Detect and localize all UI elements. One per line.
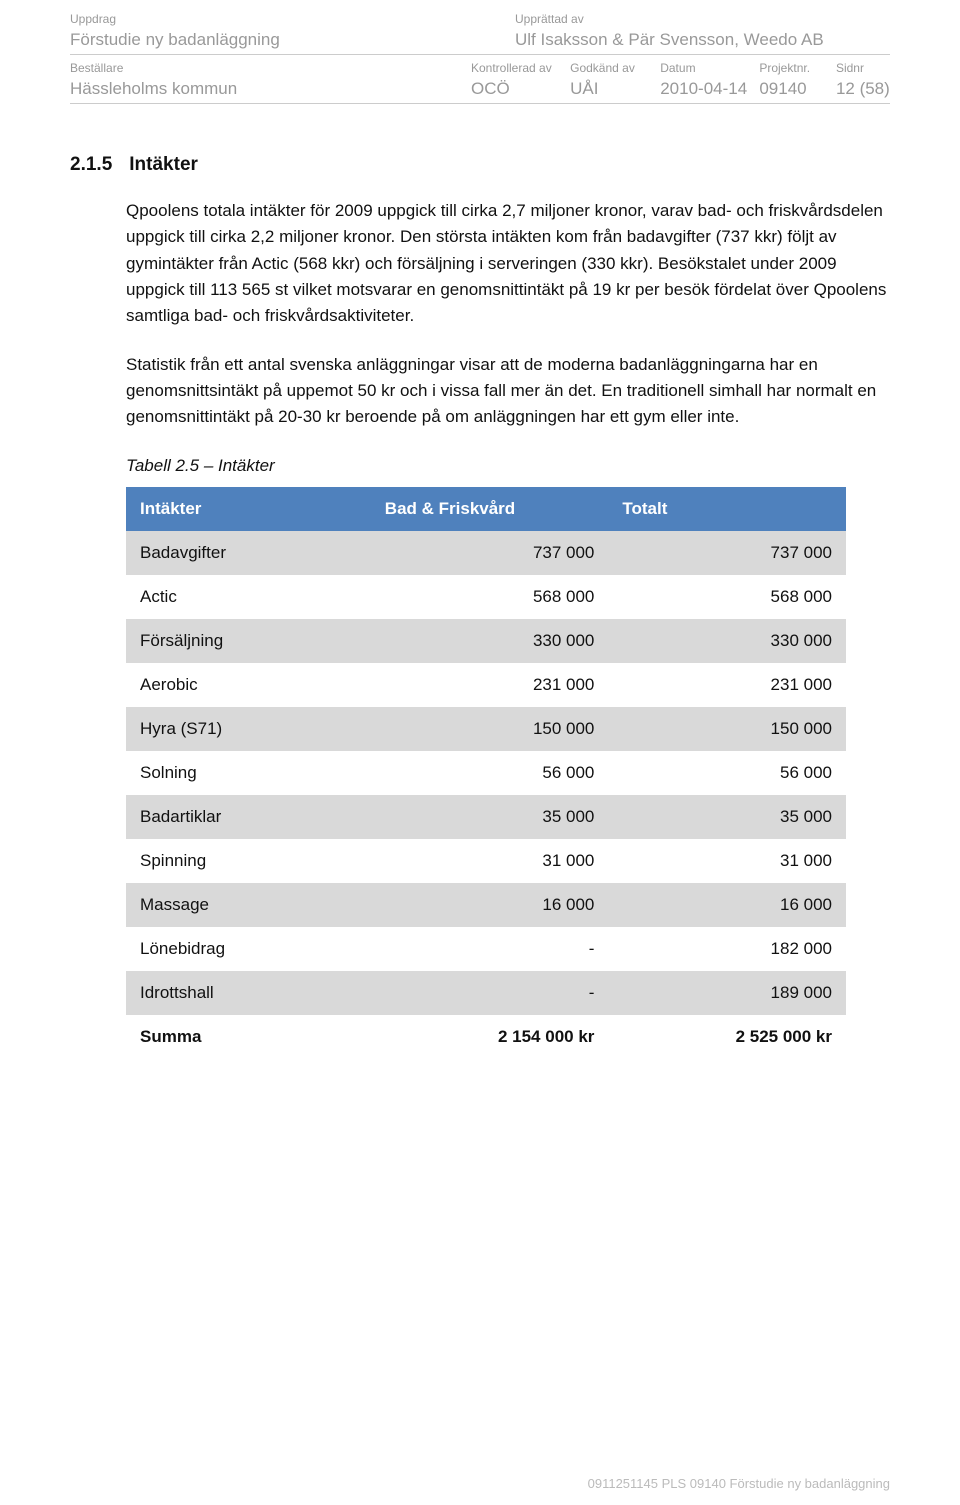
row-label: Badartiklar [126, 795, 371, 839]
row-label: Idrottshall [126, 971, 371, 1015]
row-bad: 231 000 [371, 663, 609, 707]
row-bad: - [371, 971, 609, 1015]
row-total: 189 000 [608, 971, 846, 1015]
table-header-row: Intäkter Bad & Friskvård Totalt [126, 487, 846, 531]
row-total: 35 000 [608, 795, 846, 839]
row-bad: 150 000 [371, 707, 609, 751]
row-total: 330 000 [608, 619, 846, 663]
row-total: 31 000 [608, 839, 846, 883]
table-row: Solning56 00056 000 [126, 751, 846, 795]
datum-label: Datum [660, 61, 759, 75]
godkand-label: Godkänd av [570, 61, 660, 75]
row-label: Lönebidrag [126, 927, 371, 971]
col-header-totalt: Totalt [608, 487, 846, 531]
uppdrag-value: Förstudie ny badanläggning [70, 30, 515, 50]
table-row: Actic568 000568 000 [126, 575, 846, 619]
paragraph-1: Qpoolens totala intäkter för 2009 uppgic… [126, 198, 890, 330]
col-header-intakter: Intäkter [126, 487, 371, 531]
row-total: 16 000 [608, 883, 846, 927]
row-label: Actic [126, 575, 371, 619]
row-total: 182 000 [608, 927, 846, 971]
upprattad-value: Ulf Isaksson & Pär Svensson, Weedo AB [515, 30, 890, 50]
table-row: Lönebidrag-182 000 [126, 927, 846, 971]
sidnr-value: 12 (58) [836, 79, 890, 99]
table-caption: Tabell 2.5 – Intäkter [126, 453, 890, 479]
row-label: Spinning [126, 839, 371, 883]
col-header-bad: Bad & Friskvård [371, 487, 609, 531]
kontrollerad-value: OCÖ [471, 79, 570, 99]
sidnr-label: Sidnr [836, 61, 890, 75]
table-row: Hyra (S71)150 000150 000 [126, 707, 846, 751]
table-row: Försäljning330 000330 000 [126, 619, 846, 663]
row-total: 737 000 [608, 531, 846, 575]
uppdrag-label: Uppdrag [70, 12, 515, 26]
projektnr-value: 09140 [759, 79, 836, 99]
datum-value: 2010-04-14 [660, 79, 759, 99]
paragraph-2: Statistik från ett antal svenska anläggn… [126, 352, 890, 431]
row-total: 568 000 [608, 575, 846, 619]
row-bad: - [371, 927, 609, 971]
table-row: Badartiklar35 00035 000 [126, 795, 846, 839]
table-row: Massage16 00016 000 [126, 883, 846, 927]
intakter-table: Intäkter Bad & Friskvård Totalt Badavgif… [126, 487, 846, 1059]
footer-text: 0911251145 PLS 09140 Förstudie ny badanl… [588, 1476, 890, 1491]
section-heading: 2.1.5 Intäkter [70, 154, 890, 176]
upprattad-label: Upprättad av [515, 12, 890, 26]
row-bad: 16 000 [371, 883, 609, 927]
row-bad: 35 000 [371, 795, 609, 839]
sum-total: 2 525 000 kr [608, 1015, 846, 1059]
row-total: 231 000 [608, 663, 846, 707]
row-label: Hyra (S71) [126, 707, 371, 751]
godkand-value: UÅI [570, 79, 660, 99]
table-sum-row: Summa2 154 000 kr2 525 000 kr [126, 1015, 846, 1059]
row-bad: 568 000 [371, 575, 609, 619]
table-row: Aerobic231 000231 000 [126, 663, 846, 707]
table-row: Badavgifter737 000737 000 [126, 531, 846, 575]
row-bad: 56 000 [371, 751, 609, 795]
kontrollerad-label: Kontrollerad av [471, 61, 570, 75]
row-total: 56 000 [608, 751, 846, 795]
row-bad: 330 000 [371, 619, 609, 663]
table-row: Idrottshall-189 000 [126, 971, 846, 1015]
bestallare-label: Beställare [70, 61, 471, 75]
row-bad: 31 000 [371, 839, 609, 883]
sum-label: Summa [126, 1015, 371, 1059]
header-row-2: Beställare Hässleholms kommun Kontroller… [70, 55, 890, 104]
row-total: 150 000 [608, 707, 846, 751]
row-label: Massage [126, 883, 371, 927]
row-label: Försäljning [126, 619, 371, 663]
section-title: Intäkter [129, 154, 198, 175]
header-row-1: Uppdrag Förstudie ny badanläggning Upprä… [70, 12, 890, 55]
table-row: Spinning31 00031 000 [126, 839, 846, 883]
sum-bad: 2 154 000 kr [371, 1015, 609, 1059]
row-bad: 737 000 [371, 531, 609, 575]
bestallare-value: Hässleholms kommun [70, 79, 471, 99]
projektnr-label: Projektnr. [759, 61, 836, 75]
section-number: 2.1.5 [70, 154, 124, 176]
row-label: Solning [126, 751, 371, 795]
row-label: Badavgifter [126, 531, 371, 575]
row-label: Aerobic [126, 663, 371, 707]
